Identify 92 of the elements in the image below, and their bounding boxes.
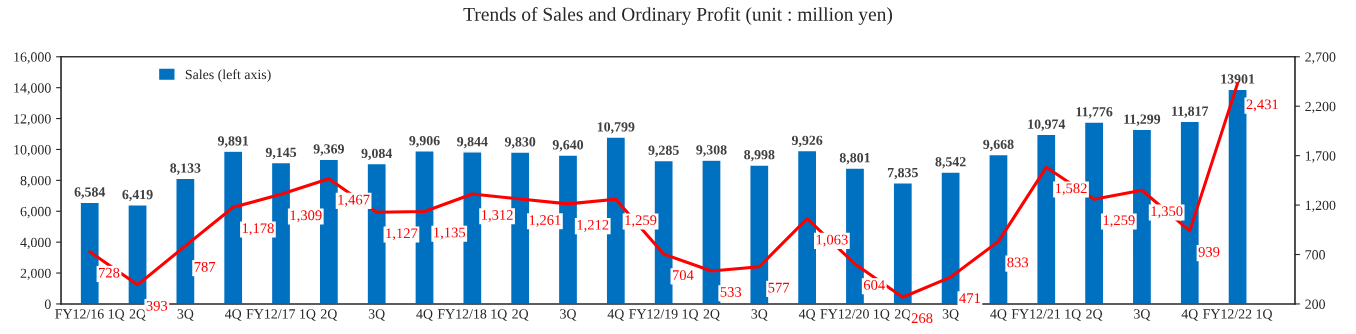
y-tick-label: 8,000: [20, 175, 51, 188]
data-label: 8,542: [935, 157, 966, 169]
x-tick-label: 2Q: [1086, 309, 1103, 321]
data-label: 787: [194, 261, 216, 272]
data-label: 8,133: [170, 163, 201, 175]
x-tick-label: 3Q: [368, 309, 385, 321]
x-tick-label: 4Q: [416, 309, 433, 321]
data-label: 1,350: [1151, 206, 1183, 219]
data-label: 1,259: [625, 215, 657, 228]
bar: [892, 182, 914, 304]
data-label: 9,285: [648, 145, 679, 157]
data-label: 1,259: [1103, 215, 1135, 228]
x-tick-label: FY12/21 1Q: [1011, 309, 1081, 321]
x-tick-label: 4Q: [798, 309, 816, 321]
y2-tick-label: 1,700: [1305, 151, 1336, 163]
data-label: 533: [720, 287, 742, 297]
data-label: 1,582: [1055, 183, 1087, 196]
y2-tick-label: 2,700: [1305, 52, 1336, 64]
data-label: 1,135: [434, 227, 466, 240]
data-label: 9,084: [361, 148, 393, 161]
data-label: 9,308: [696, 145, 727, 157]
data-label: 9,926: [791, 135, 823, 148]
data-label: 1,309: [290, 210, 322, 223]
x-tick-label: 2Q: [703, 309, 720, 321]
x-tick-label: FY12/16 1Q: [55, 309, 125, 321]
data-label: 11,299: [1124, 114, 1161, 126]
data-label: 1,178: [242, 223, 274, 236]
y2-tick-label: 2,200: [1305, 101, 1336, 114]
x-tick-label: FY12/17 1Q: [246, 309, 316, 321]
x-tick-label: 3Q: [177, 309, 194, 321]
x-tick-label: FY12/19 1Q: [629, 309, 699, 321]
data-label: 833: [1007, 257, 1029, 268]
y2-tick-label: 1,200: [1305, 200, 1336, 213]
data-label: 471: [959, 293, 980, 303]
y-tick-label: 4,000: [20, 237, 51, 250]
x-tick-label: 3Q: [1134, 309, 1151, 321]
data-label: 268: [911, 313, 933, 324]
data-label: 704: [672, 270, 694, 280]
x-tick-label: 4Q: [990, 309, 1007, 321]
data-label: 7,835: [887, 167, 918, 180]
x-tick-label: 2Q: [512, 309, 529, 321]
data-label: 1,127: [386, 228, 418, 241]
x-tick-label: 3Q: [560, 309, 577, 321]
x-tick-label: 2Q: [320, 309, 338, 321]
data-label: 11,817: [1172, 106, 1209, 118]
y-tick-label: 6,000: [20, 206, 51, 219]
data-label: 9,640: [552, 140, 584, 152]
legend-label: Sales (left axis): [185, 69, 271, 83]
y-tick-label: 14,000: [14, 83, 51, 95]
y2-tick-label: 700: [1305, 250, 1326, 260]
data-label: 9,906: [409, 135, 440, 148]
y-tick-label: 16,000: [14, 52, 51, 64]
data-label: 9,145: [265, 147, 297, 160]
data-label: 1,212: [577, 219, 609, 232]
data-label: 9,369: [313, 144, 344, 156]
data-label: 1,312: [481, 210, 513, 222]
data-label: 393: [146, 300, 168, 311]
data-label: 1,063: [816, 234, 848, 247]
x-tick-label: FY12/20 1Q: [820, 309, 890, 321]
y-tick-label: 10,000: [14, 145, 51, 157]
x-tick-label: 3Q: [942, 309, 959, 321]
data-label: 728: [99, 267, 120, 278]
x-tick-label: 2Q: [129, 309, 146, 321]
data-label: 9,844: [457, 136, 488, 149]
y-tick-label: 2,000: [20, 268, 51, 280]
data-label: 8,801: [839, 153, 870, 165]
data-label: 577: [768, 282, 790, 293]
data-label: 6,419: [122, 189, 153, 202]
data-label: 9,891: [217, 136, 249, 148]
x-tick-label: 4Q: [607, 309, 625, 321]
x-tick-label: FY12/18 1Q: [437, 309, 508, 321]
data-label: 604: [863, 280, 885, 290]
data-label: 9,668: [983, 139, 1014, 152]
y2-tick-label: 200: [1305, 299, 1326, 309]
data-label: 9,830: [504, 137, 536, 149]
y-tick-label: 12,000: [14, 114, 51, 126]
data-label: 8,998: [744, 149, 775, 162]
data-label: 10,799: [597, 122, 635, 134]
x-tick-label: FY12/22 1Q: [1203, 309, 1273, 321]
chart-title: Trends of Sales and Ordinary Profit (unit : million yen): [463, 6, 893, 25]
x-tick-label: 4Q: [224, 309, 242, 321]
data-label: 939: [1198, 246, 1220, 257]
y-tick-label: 0: [44, 299, 51, 309]
x-tick-label: 3Q: [751, 309, 768, 321]
data-label: 1,261: [529, 215, 561, 228]
data-label: 1,467: [338, 194, 370, 207]
data-label: 13901: [1221, 74, 1255, 84]
data-label: 11,776: [1076, 107, 1113, 119]
data-label: 10,974: [1028, 119, 1066, 131]
x-tick-label: 4Q: [1181, 309, 1199, 321]
data-label: 2,431: [1246, 99, 1278, 112]
data-label: 6,584: [74, 187, 106, 199]
